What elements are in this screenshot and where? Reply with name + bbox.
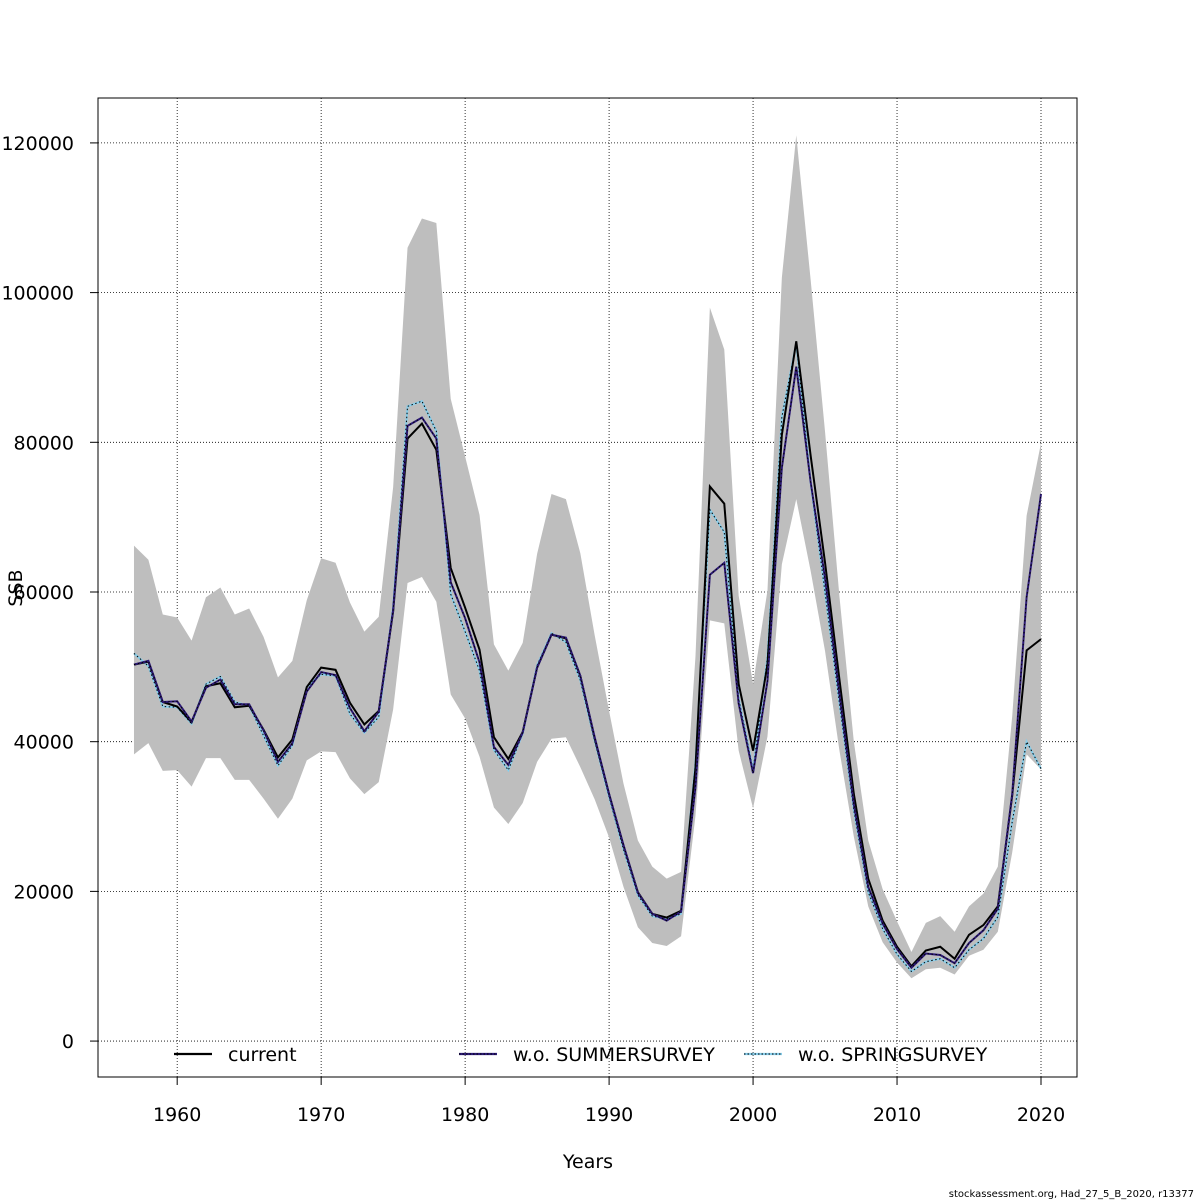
y-tick-label-0: 0: [62, 1031, 74, 1053]
x-tick-label-0: 1960: [153, 1104, 201, 1126]
x-tick-label-3: 1990: [585, 1104, 633, 1126]
y-tick-label-3: 60000: [14, 582, 74, 604]
y-tick-label-4: 80000: [14, 432, 74, 454]
confidence-band: [133, 135, 1042, 979]
plot-frame: [97, 97, 1078, 1078]
y-tick-label-1: 20000: [14, 881, 74, 903]
legend-label-spring: w.o. SPRINGSURVEY: [798, 1044, 988, 1066]
y-tick-label-6: 120000: [1, 133, 74, 155]
x-tick-label-4: 2000: [729, 1104, 777, 1126]
x-axis-title: Years: [562, 1151, 613, 1173]
legend-label-summer: w.o. SUMMERSURVEY: [513, 1044, 715, 1066]
y-axis-title: SSB: [5, 569, 27, 606]
x-tick-label-5: 2010: [873, 1104, 921, 1126]
y-axis: 0 20000 40000 60000 80000 100000 120000: [1, 133, 98, 1053]
confidence-band-layer: [133, 135, 1042, 979]
legend: current w.o. SUMMERSURVEY w.o. SPRINGSUR…: [174, 1044, 988, 1066]
x-axis: 1960 1970 1980 1990 2000 2010 2020: [153, 1077, 1065, 1126]
x-tick-label-6: 2020: [1017, 1104, 1065, 1126]
y-tick-label-5: 100000: [1, 283, 74, 305]
series-layer: [133, 341, 1042, 973]
y-tick-label-2: 40000: [14, 732, 74, 754]
series-line-summer: [133, 366, 1042, 970]
legend-label-current: current: [228, 1044, 297, 1066]
footer-credit: stockassessment.org, Had_27_5_B_2020, r1…: [949, 1189, 1194, 1200]
x-tick-label-2: 1980: [441, 1104, 489, 1126]
x-tick-label-1: 1970: [297, 1104, 345, 1126]
